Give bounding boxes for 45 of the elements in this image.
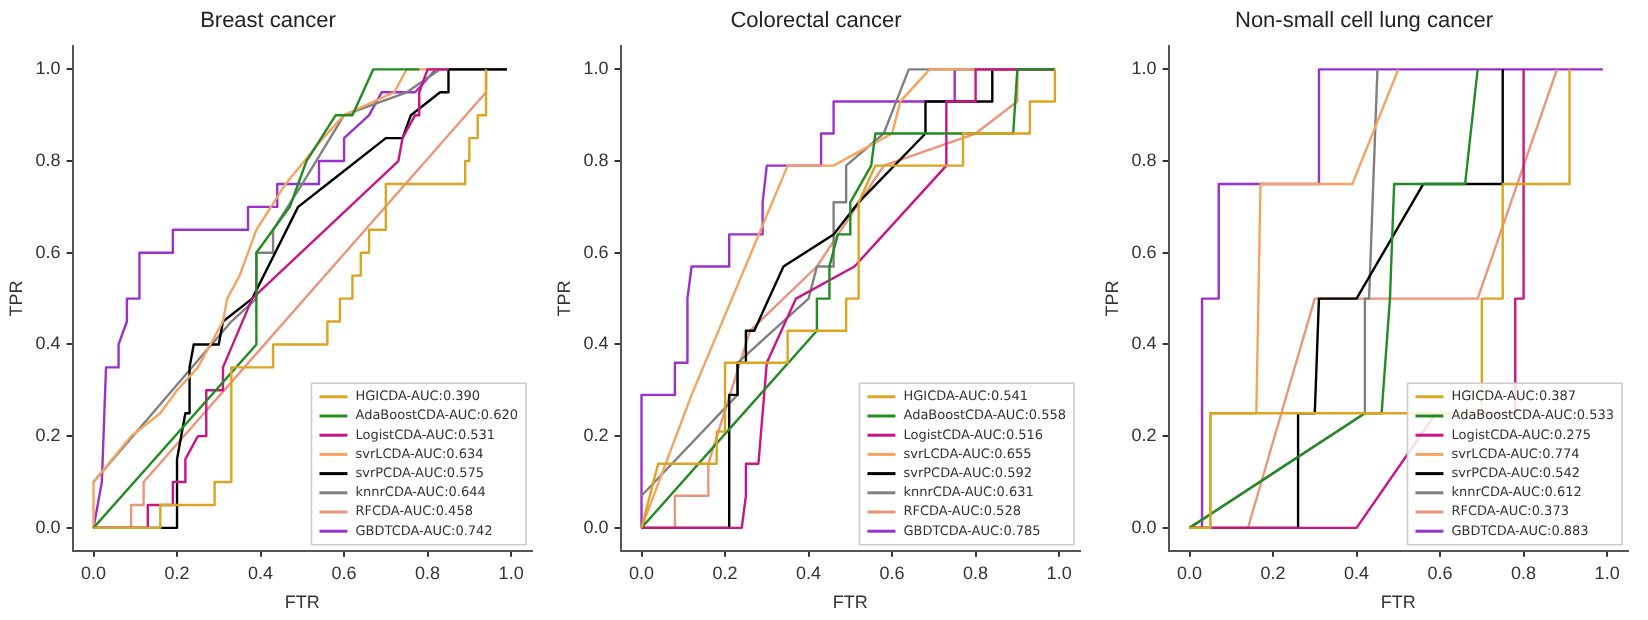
y-tick-label: 1.0 (1131, 58, 1157, 79)
x-tick-label: 0.4 (796, 562, 822, 583)
y-tick-label: 0.6 (583, 241, 609, 262)
y-tick-label: 0.4 (35, 333, 61, 354)
x-tick-label: 0.4 (248, 562, 274, 583)
y-axis-title: TPR (1101, 279, 1122, 317)
x-tick-label: 0.0 (80, 562, 107, 583)
x-tick-label: 0.2 (712, 562, 738, 583)
x-tick-label: 0.4 (1344, 562, 1370, 583)
chart-title: Breast cancer (200, 9, 337, 34)
x-tick-label: 1.0 (498, 562, 524, 583)
y-tick-label: 0.4 (1131, 333, 1157, 354)
x-tick-label: 0.2 (1260, 562, 1286, 583)
y-tick-label: 0.8 (583, 150, 609, 171)
y-tick-label: 0.2 (35, 425, 61, 446)
x-axis-title: FTR (1380, 592, 1417, 613)
y-tick-label: 0.8 (1131, 150, 1157, 171)
y-tick-label: 1.0 (35, 58, 61, 79)
y-axis-title: TPR (5, 279, 26, 317)
x-tick-label: 0.8 (963, 562, 989, 583)
x-tick-label: 0.2 (164, 562, 190, 583)
x-axis-title: FTR (832, 592, 869, 613)
x-tick-label: 0.6 (1427, 562, 1453, 583)
y-tick-label: 0.6 (35, 241, 61, 262)
y-tick-label: 0.8 (35, 150, 61, 171)
x-tick-label: 0.0 (628, 562, 655, 583)
y-tick-label: 0.4 (583, 333, 609, 354)
x-axis-title: FTR (284, 592, 321, 613)
y-tick-label: 1.0 (583, 58, 609, 79)
x-tick-label: 1.0 (1594, 562, 1620, 583)
y-tick-label: 0.2 (583, 425, 609, 446)
x-tick-label: 0.6 (879, 562, 905, 583)
y-axis-title: TPR (553, 279, 574, 317)
y-tick-label: 0.6 (1131, 241, 1157, 262)
x-tick-label: 0.8 (1511, 562, 1537, 583)
chart-title: Colorectal cancer (730, 9, 903, 34)
y-tick-label: 0.0 (583, 516, 609, 537)
y-tick-label: 0.0 (1131, 516, 1157, 537)
x-tick-label: 0.8 (415, 562, 441, 583)
y-tick-label: 0.0 (35, 516, 61, 537)
x-tick-label: 0.0 (1176, 562, 1203, 583)
chart-title: Non-small cell lung cancer (1235, 9, 1494, 34)
x-tick-label: 1.0 (1046, 562, 1072, 583)
y-tick-label: 0.2 (1131, 425, 1157, 446)
x-tick-label: 0.6 (331, 562, 357, 583)
